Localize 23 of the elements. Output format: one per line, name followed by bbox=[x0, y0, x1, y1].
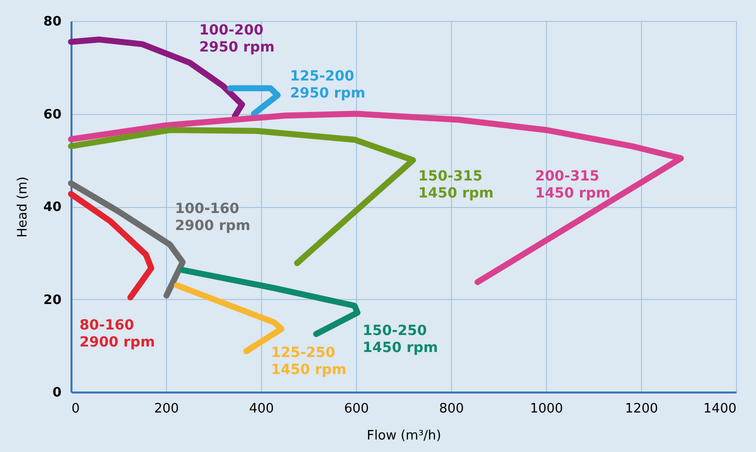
y-tick-label: 40 bbox=[43, 200, 62, 215]
x-tick-label: 600 bbox=[344, 402, 369, 416]
x-tick-label: 200 bbox=[154, 402, 179, 416]
x-tick-label: 0 bbox=[72, 402, 80, 416]
y-tick-label: 20 bbox=[43, 292, 62, 308]
text: 80-160 2900 rpm bbox=[80, 318, 155, 351]
series-label: 100-160 2900 rpm bbox=[175, 200, 250, 234]
y-tick-label: 80 bbox=[43, 14, 62, 30]
y-tick-label: 0 bbox=[52, 386, 62, 400]
x-tick-label: 1400 bbox=[703, 402, 736, 416]
series-label: 100-200 2950 rpm bbox=[199, 22, 275, 56]
x-tick-label: 400 bbox=[249, 402, 274, 416]
series-label: 150-315 1450 rpm bbox=[418, 168, 494, 202]
x-tick-label: 1200 bbox=[624, 402, 658, 416]
series-label: 125-250 1450 rpm bbox=[270, 345, 346, 378]
series-label: 200-315 1450 rpm bbox=[535, 168, 610, 202]
y-tick-label: 60 bbox=[43, 107, 62, 122]
x-tick-label: 800 bbox=[439, 402, 464, 416]
y-axis-title: Head (m) bbox=[15, 176, 30, 238]
x-tick-label: 1000 bbox=[530, 402, 564, 416]
series-label: 150-250 1450 rpm bbox=[362, 322, 438, 356]
x-axis-title: Flow (m³/h) bbox=[366, 428, 442, 444]
series-label: 125-200 2950 rpm bbox=[290, 68, 366, 102]
